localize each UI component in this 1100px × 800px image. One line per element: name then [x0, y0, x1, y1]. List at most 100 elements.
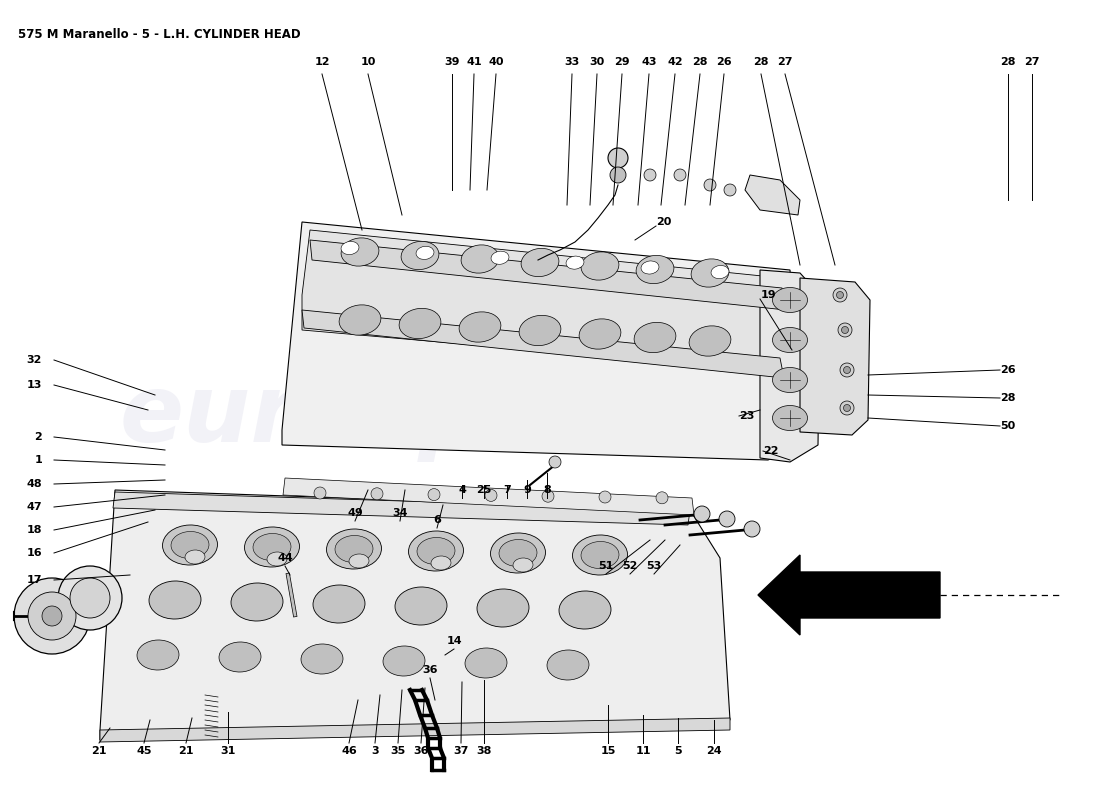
Text: 36: 36 — [422, 665, 438, 675]
Polygon shape — [302, 310, 784, 378]
Text: 27: 27 — [778, 57, 793, 67]
Ellipse shape — [301, 644, 343, 674]
Circle shape — [840, 401, 854, 415]
Text: 21: 21 — [91, 746, 107, 756]
Text: 2: 2 — [34, 432, 42, 442]
Text: 21: 21 — [178, 746, 194, 756]
Text: 33: 33 — [564, 57, 580, 67]
Text: 27: 27 — [1024, 57, 1040, 67]
Polygon shape — [100, 490, 730, 740]
Circle shape — [674, 169, 686, 181]
Ellipse shape — [138, 640, 179, 670]
Text: 48: 48 — [26, 479, 42, 489]
Ellipse shape — [185, 550, 205, 564]
Ellipse shape — [327, 529, 382, 569]
Text: 44: 44 — [277, 553, 293, 563]
Circle shape — [610, 167, 626, 183]
Ellipse shape — [341, 238, 378, 266]
Ellipse shape — [491, 251, 509, 264]
Text: 9: 9 — [524, 485, 531, 495]
Text: 28: 28 — [754, 57, 769, 67]
Text: 32: 32 — [26, 355, 42, 365]
Ellipse shape — [244, 527, 299, 567]
Text: 49: 49 — [348, 508, 363, 518]
Ellipse shape — [170, 531, 209, 558]
Text: 53: 53 — [647, 561, 661, 571]
Circle shape — [838, 323, 853, 337]
Circle shape — [656, 492, 668, 504]
Circle shape — [704, 179, 716, 191]
Circle shape — [833, 288, 847, 302]
Text: 28: 28 — [1000, 393, 1015, 403]
Ellipse shape — [547, 650, 589, 680]
Ellipse shape — [581, 542, 619, 569]
Text: 39: 39 — [444, 57, 460, 67]
Polygon shape — [758, 555, 940, 635]
Ellipse shape — [465, 648, 507, 678]
Ellipse shape — [459, 312, 500, 342]
Text: 50: 50 — [1000, 421, 1015, 431]
Ellipse shape — [336, 535, 373, 562]
Text: 7: 7 — [503, 485, 510, 495]
Text: 46: 46 — [341, 746, 356, 756]
Ellipse shape — [431, 556, 451, 570]
Circle shape — [694, 506, 710, 522]
Ellipse shape — [477, 589, 529, 627]
Ellipse shape — [461, 245, 499, 273]
Ellipse shape — [339, 305, 381, 335]
Circle shape — [600, 491, 610, 503]
Text: 35: 35 — [390, 746, 406, 756]
Text: 24: 24 — [706, 746, 722, 756]
Text: 12: 12 — [315, 57, 330, 67]
Text: 3: 3 — [371, 746, 378, 756]
Text: 42: 42 — [668, 57, 683, 67]
Ellipse shape — [341, 242, 359, 254]
Ellipse shape — [163, 525, 218, 565]
Ellipse shape — [572, 535, 627, 575]
Circle shape — [542, 490, 554, 502]
Ellipse shape — [383, 646, 425, 676]
Text: 52: 52 — [623, 561, 638, 571]
Text: 45: 45 — [136, 746, 152, 756]
Circle shape — [719, 511, 735, 527]
Text: 25: 25 — [476, 485, 492, 495]
Ellipse shape — [399, 308, 441, 338]
Polygon shape — [282, 222, 800, 460]
Ellipse shape — [772, 327, 807, 353]
Ellipse shape — [267, 552, 287, 566]
Text: 28: 28 — [1000, 57, 1015, 67]
Polygon shape — [100, 718, 730, 742]
Ellipse shape — [148, 581, 201, 619]
Polygon shape — [745, 175, 800, 215]
Polygon shape — [113, 492, 690, 525]
Circle shape — [842, 326, 848, 334]
Text: 13: 13 — [26, 380, 42, 390]
Ellipse shape — [491, 533, 546, 573]
Text: 17: 17 — [26, 575, 42, 585]
Ellipse shape — [417, 538, 455, 565]
Text: 34: 34 — [393, 508, 408, 518]
Text: 8: 8 — [543, 485, 551, 495]
Ellipse shape — [253, 534, 292, 561]
Text: 11: 11 — [636, 746, 651, 756]
Ellipse shape — [219, 642, 261, 672]
Text: 19: 19 — [760, 290, 775, 300]
Circle shape — [28, 592, 76, 640]
Ellipse shape — [772, 287, 807, 313]
Ellipse shape — [314, 585, 365, 623]
Ellipse shape — [408, 531, 463, 571]
Ellipse shape — [349, 554, 368, 568]
Circle shape — [608, 148, 628, 168]
Ellipse shape — [566, 256, 584, 269]
Text: 40: 40 — [488, 57, 504, 67]
Text: 22: 22 — [763, 446, 779, 456]
Text: 41: 41 — [466, 57, 482, 67]
Circle shape — [485, 490, 497, 502]
Circle shape — [428, 489, 440, 501]
Ellipse shape — [634, 322, 675, 353]
Text: 16: 16 — [26, 548, 42, 558]
Circle shape — [14, 578, 90, 654]
Text: 26: 26 — [716, 57, 732, 67]
Circle shape — [644, 169, 656, 181]
Text: 14: 14 — [447, 636, 462, 646]
